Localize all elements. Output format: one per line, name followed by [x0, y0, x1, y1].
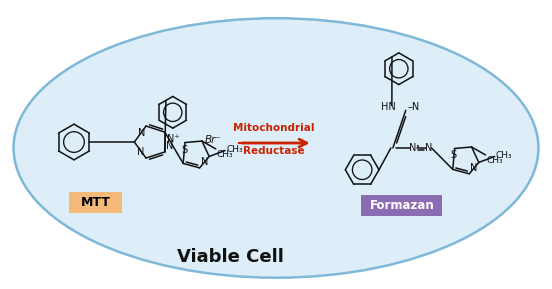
Text: Mitochondrial: Mitochondrial	[233, 123, 315, 133]
Text: Br⁻: Br⁻	[205, 135, 222, 145]
Text: Formazan: Formazan	[369, 199, 434, 212]
Text: N: N	[137, 147, 144, 157]
Text: N: N	[409, 143, 416, 153]
Text: CH₃: CH₃	[217, 150, 233, 159]
Text: CH₃: CH₃	[496, 151, 512, 160]
Text: S: S	[450, 151, 457, 160]
Text: CH₃: CH₃	[486, 156, 503, 165]
Text: Viable Cell: Viable Cell	[177, 248, 284, 266]
FancyBboxPatch shape	[361, 194, 442, 216]
Text: N: N	[470, 163, 477, 173]
Text: N: N	[166, 141, 173, 151]
Text: •: •	[416, 144, 420, 150]
Text: N: N	[137, 128, 145, 138]
Text: N⁺: N⁺	[167, 134, 179, 144]
Text: N: N	[200, 157, 208, 167]
Text: N: N	[425, 143, 432, 153]
Ellipse shape	[14, 18, 538, 278]
Text: –N: –N	[408, 102, 420, 112]
Text: Reductase: Reductase	[243, 146, 305, 156]
Text: S: S	[181, 144, 187, 155]
Text: MTT: MTT	[81, 196, 111, 209]
Text: HN: HN	[381, 102, 396, 112]
FancyBboxPatch shape	[69, 192, 123, 213]
Text: CH₃: CH₃	[226, 145, 243, 154]
